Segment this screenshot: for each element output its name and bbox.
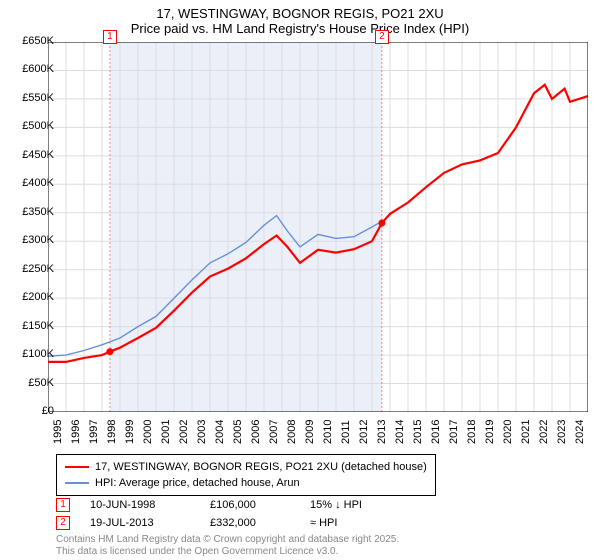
sale-rows: 1 10-JUN-1998£106,00015% ↓ HPI 2 19-JUL-201… xyxy=(56,496,410,532)
footer-line1: Contains HM Land Registry data © Crown c… xyxy=(56,534,399,546)
title-line1: 17, WESTINGWAY, BOGNOR REGIS, PO21 2XU xyxy=(0,6,600,21)
sale-row: 1 10-JUN-1998£106,00015% ↓ HPI xyxy=(56,496,410,514)
x-tick-label: 1999 xyxy=(124,420,136,444)
x-tick-label: 2019 xyxy=(484,420,496,444)
x-tick-label: 2010 xyxy=(322,420,334,444)
legend-row: HPI: Average price, detached house, Arun xyxy=(65,475,427,491)
y-tick-label: £150K xyxy=(4,320,54,332)
x-tick-label: 2024 xyxy=(574,420,586,444)
x-tick-label: 2022 xyxy=(538,420,550,444)
x-tick-label: 2006 xyxy=(250,420,262,444)
x-tick-label: 2002 xyxy=(178,420,190,444)
y-tick-label: £100K xyxy=(4,348,54,360)
chart-area xyxy=(48,42,588,412)
x-tick-label: 2008 xyxy=(286,420,298,444)
y-tick-label: £400K xyxy=(4,177,54,189)
legend-row: 17, WESTINGWAY, BOGNOR REGIS, PO21 2XU (… xyxy=(65,459,427,475)
y-tick-label: £650K xyxy=(4,35,54,47)
x-tick-label: 2016 xyxy=(430,420,442,444)
x-tick-label: 2013 xyxy=(376,420,388,444)
x-tick-label: 2004 xyxy=(214,420,226,444)
y-tick-label: £500K xyxy=(4,120,54,132)
x-tick-label: 2000 xyxy=(142,420,154,444)
y-tick-label: £200K xyxy=(4,291,54,303)
footer: Contains HM Land Registry data © Crown c… xyxy=(56,534,399,558)
x-tick-label: 1996 xyxy=(70,420,82,444)
x-tick-label: 2023 xyxy=(556,420,568,444)
x-tick-label: 2009 xyxy=(304,420,316,444)
x-tick-label: 2005 xyxy=(232,420,244,444)
sale-marker-box: 1 xyxy=(103,30,117,44)
legend-swatch xyxy=(65,482,89,483)
x-tick-label: 2014 xyxy=(394,420,406,444)
y-tick-label: £350K xyxy=(4,206,54,218)
sale-marker: 1 xyxy=(56,498,70,512)
x-tick-label: 1998 xyxy=(106,420,118,444)
x-tick-label: 2017 xyxy=(448,420,460,444)
legend-label: 17, WESTINGWAY, BOGNOR REGIS, PO21 2XU (… xyxy=(95,461,427,473)
sale-date: 10-JUN-1998 xyxy=(90,499,210,511)
sale-price: £332,000 xyxy=(210,517,310,529)
x-tick-label: 2001 xyxy=(160,420,172,444)
sale-row: 2 19-JUL-2013£332,000≈ HPI xyxy=(56,514,410,532)
y-tick-label: £0 xyxy=(4,405,54,417)
x-tick-label: 2011 xyxy=(340,420,352,444)
sale-hpi: ≈ HPI xyxy=(310,517,410,529)
x-tick-label: 2012 xyxy=(358,420,370,444)
footer-line2: This data is licensed under the Open Gov… xyxy=(56,546,399,558)
legend-label: HPI: Average price, detached house, Arun xyxy=(95,477,300,489)
y-tick-label: £250K xyxy=(4,263,54,275)
y-tick-label: £550K xyxy=(4,92,54,104)
chart-container: 17, WESTINGWAY, BOGNOR REGIS, PO21 2XU P… xyxy=(0,0,600,560)
x-tick-label: 2021 xyxy=(520,420,532,444)
x-tick-label: 1995 xyxy=(52,420,64,444)
x-tick-label: 2003 xyxy=(196,420,208,444)
legend: 17, WESTINGWAY, BOGNOR REGIS, PO21 2XU (… xyxy=(56,454,436,496)
x-tick-label: 1997 xyxy=(88,420,100,444)
chart-svg xyxy=(48,42,588,412)
y-tick-label: £450K xyxy=(4,149,54,161)
x-tick-label: 2018 xyxy=(466,420,478,444)
sale-marker: 2 xyxy=(56,516,70,530)
y-tick-label: £600K xyxy=(4,63,54,75)
sale-price: £106,000 xyxy=(210,499,310,511)
y-tick-label: £300K xyxy=(4,234,54,246)
x-tick-label: 2007 xyxy=(268,420,280,444)
title-block: 17, WESTINGWAY, BOGNOR REGIS, PO21 2XU P… xyxy=(0,0,600,38)
sale-hpi: 15% ↓ HPI xyxy=(310,499,410,511)
y-tick-label: £50K xyxy=(4,377,54,389)
sale-marker-box: 2 xyxy=(375,30,389,44)
title-line2: Price paid vs. HM Land Registry's House … xyxy=(0,21,600,36)
legend-swatch xyxy=(65,466,89,468)
x-tick-label: 2020 xyxy=(502,420,514,444)
x-tick-label: 2015 xyxy=(412,420,424,444)
sale-date: 19-JUL-2013 xyxy=(90,517,210,529)
